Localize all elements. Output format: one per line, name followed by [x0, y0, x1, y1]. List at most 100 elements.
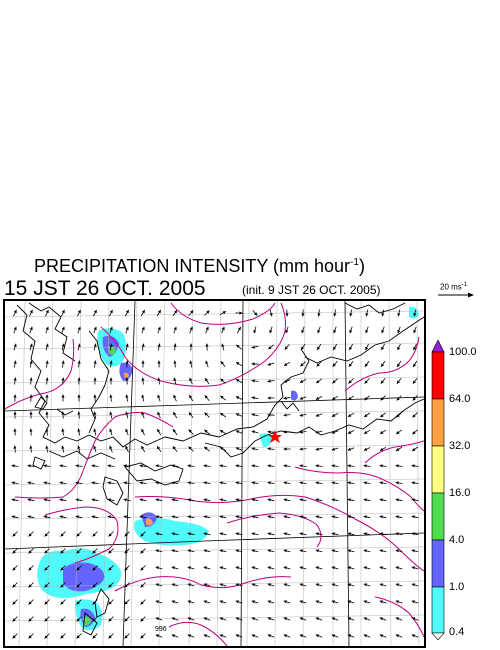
wind-vector-head [174, 310, 177, 314]
wind-vector-head [267, 481, 271, 485]
wind-vector-head [235, 413, 240, 417]
wind-vector-head [331, 447, 335, 451]
wind-vector-head [28, 567, 32, 571]
wind-vector-head [205, 378, 209, 382]
wind-vector-head [363, 600, 367, 604]
wind-vector-head [396, 414, 400, 418]
wind-vector-head [141, 428, 145, 433]
precipitation-map: 996 [3, 299, 426, 648]
wind-vector-head [205, 360, 209, 365]
wind-vector-head [171, 566, 175, 570]
wind-vector-head [267, 379, 271, 383]
wind-vector-head [203, 634, 208, 638]
wind-vector-head [411, 515, 415, 519]
wind-vector-head [124, 618, 128, 622]
wind-vector-head [77, 445, 81, 449]
wind-vector-head [380, 380, 384, 384]
wind-vector-head [221, 343, 225, 347]
wind-vector-head [395, 566, 399, 570]
main-graticule [5, 301, 424, 646]
wind-vector-head [267, 396, 271, 400]
wind-vector-head [60, 567, 64, 571]
wind-vector-head [363, 532, 367, 536]
wind-vector-head [203, 549, 207, 553]
wind-vector-head [251, 396, 255, 400]
wind-vector-head [363, 549, 367, 553]
colorbar-segment-cyan [431, 586, 445, 634]
wind-vector-head [331, 600, 335, 604]
wind-vector-head [331, 464, 335, 468]
wind-vector-head [301, 329, 305, 334]
wind-vector-head [380, 414, 384, 418]
wind-vector-head [220, 447, 224, 451]
colorbar-top-triangle [431, 340, 445, 353]
wind-vector-head [13, 309, 17, 314]
wind-vector-head [203, 481, 207, 485]
wind-vector-head [61, 394, 65, 398]
colorbar-label-1: 1.0 [449, 581, 465, 593]
wind-vector-head [379, 617, 384, 621]
wind-vector-head [171, 583, 175, 587]
wind-vector-head [155, 634, 160, 638]
wind-vector-head [380, 430, 384, 434]
wind-vector-head [12, 584, 16, 588]
wind-vector-head [28, 618, 32, 622]
wind-vector-head [331, 549, 335, 553]
wind-vector-head [381, 346, 385, 351]
wind-vector-head [45, 445, 49, 449]
wind-vector-head [251, 549, 255, 553]
wind-vector-head [331, 617, 336, 621]
wind-vector-head [187, 532, 191, 536]
wind-vector-head [235, 396, 240, 400]
wind-vector-head [109, 445, 113, 450]
wind-vector-head [13, 377, 17, 381]
wind-vector-head [91, 515, 95, 519]
wind-vector-head [283, 532, 287, 536]
wind-vector-head [379, 481, 383, 485]
wind-vector-head [315, 515, 319, 519]
wind-vector-head [107, 515, 111, 519]
wind-vector-head [11, 481, 15, 485]
wind-vector-head [61, 360, 65, 364]
wind-vector-head [29, 445, 33, 449]
wind-vector-head [348, 397, 352, 401]
wind-vector-head [239, 311, 243, 315]
wind-vector-head [187, 515, 191, 519]
wind-vector-head [92, 550, 96, 554]
wind-vector-head [11, 498, 15, 502]
wind-vector-head [331, 498, 335, 502]
wind-vector-head [141, 445, 145, 450]
wind-vector-head [108, 567, 112, 571]
wind-vector-head [61, 343, 65, 347]
wind-vector-head [92, 635, 96, 639]
wind-vector-head [187, 549, 191, 553]
wind-vector-head [171, 549, 175, 553]
wind-vector-head [189, 377, 193, 382]
wind-vector-head [412, 431, 416, 435]
wind-vector-head [347, 532, 351, 536]
wind-vector-head [76, 601, 80, 605]
wind-vector-head [395, 600, 399, 604]
wind-vector-head [251, 413, 255, 417]
wind-vector-head [45, 326, 49, 331]
wind-vector-head [11, 515, 15, 519]
wind-vector-head [251, 481, 255, 485]
wind-vector-head [235, 430, 240, 434]
wind-vector-head [235, 549, 239, 553]
wind-vector-head [109, 428, 113, 432]
coastlines [16, 302, 424, 636]
wind-vector-head [45, 411, 49, 415]
wind-vector-head [61, 309, 65, 314]
wind-vector-head [171, 634, 176, 638]
colorbar-bottom-triangle [431, 632, 445, 640]
wind-vector-head [28, 584, 32, 588]
wind-vector-head [315, 566, 319, 570]
wind-vector-head [93, 445, 97, 449]
wind-vector-head [171, 498, 175, 502]
wind-vector-head [315, 464, 319, 468]
wind-vector-head [45, 309, 49, 314]
wind-vector-head [157, 343, 161, 347]
wind-vector-head [379, 583, 383, 587]
wind-vector-head [395, 549, 399, 553]
wind-vector-head [45, 360, 49, 364]
